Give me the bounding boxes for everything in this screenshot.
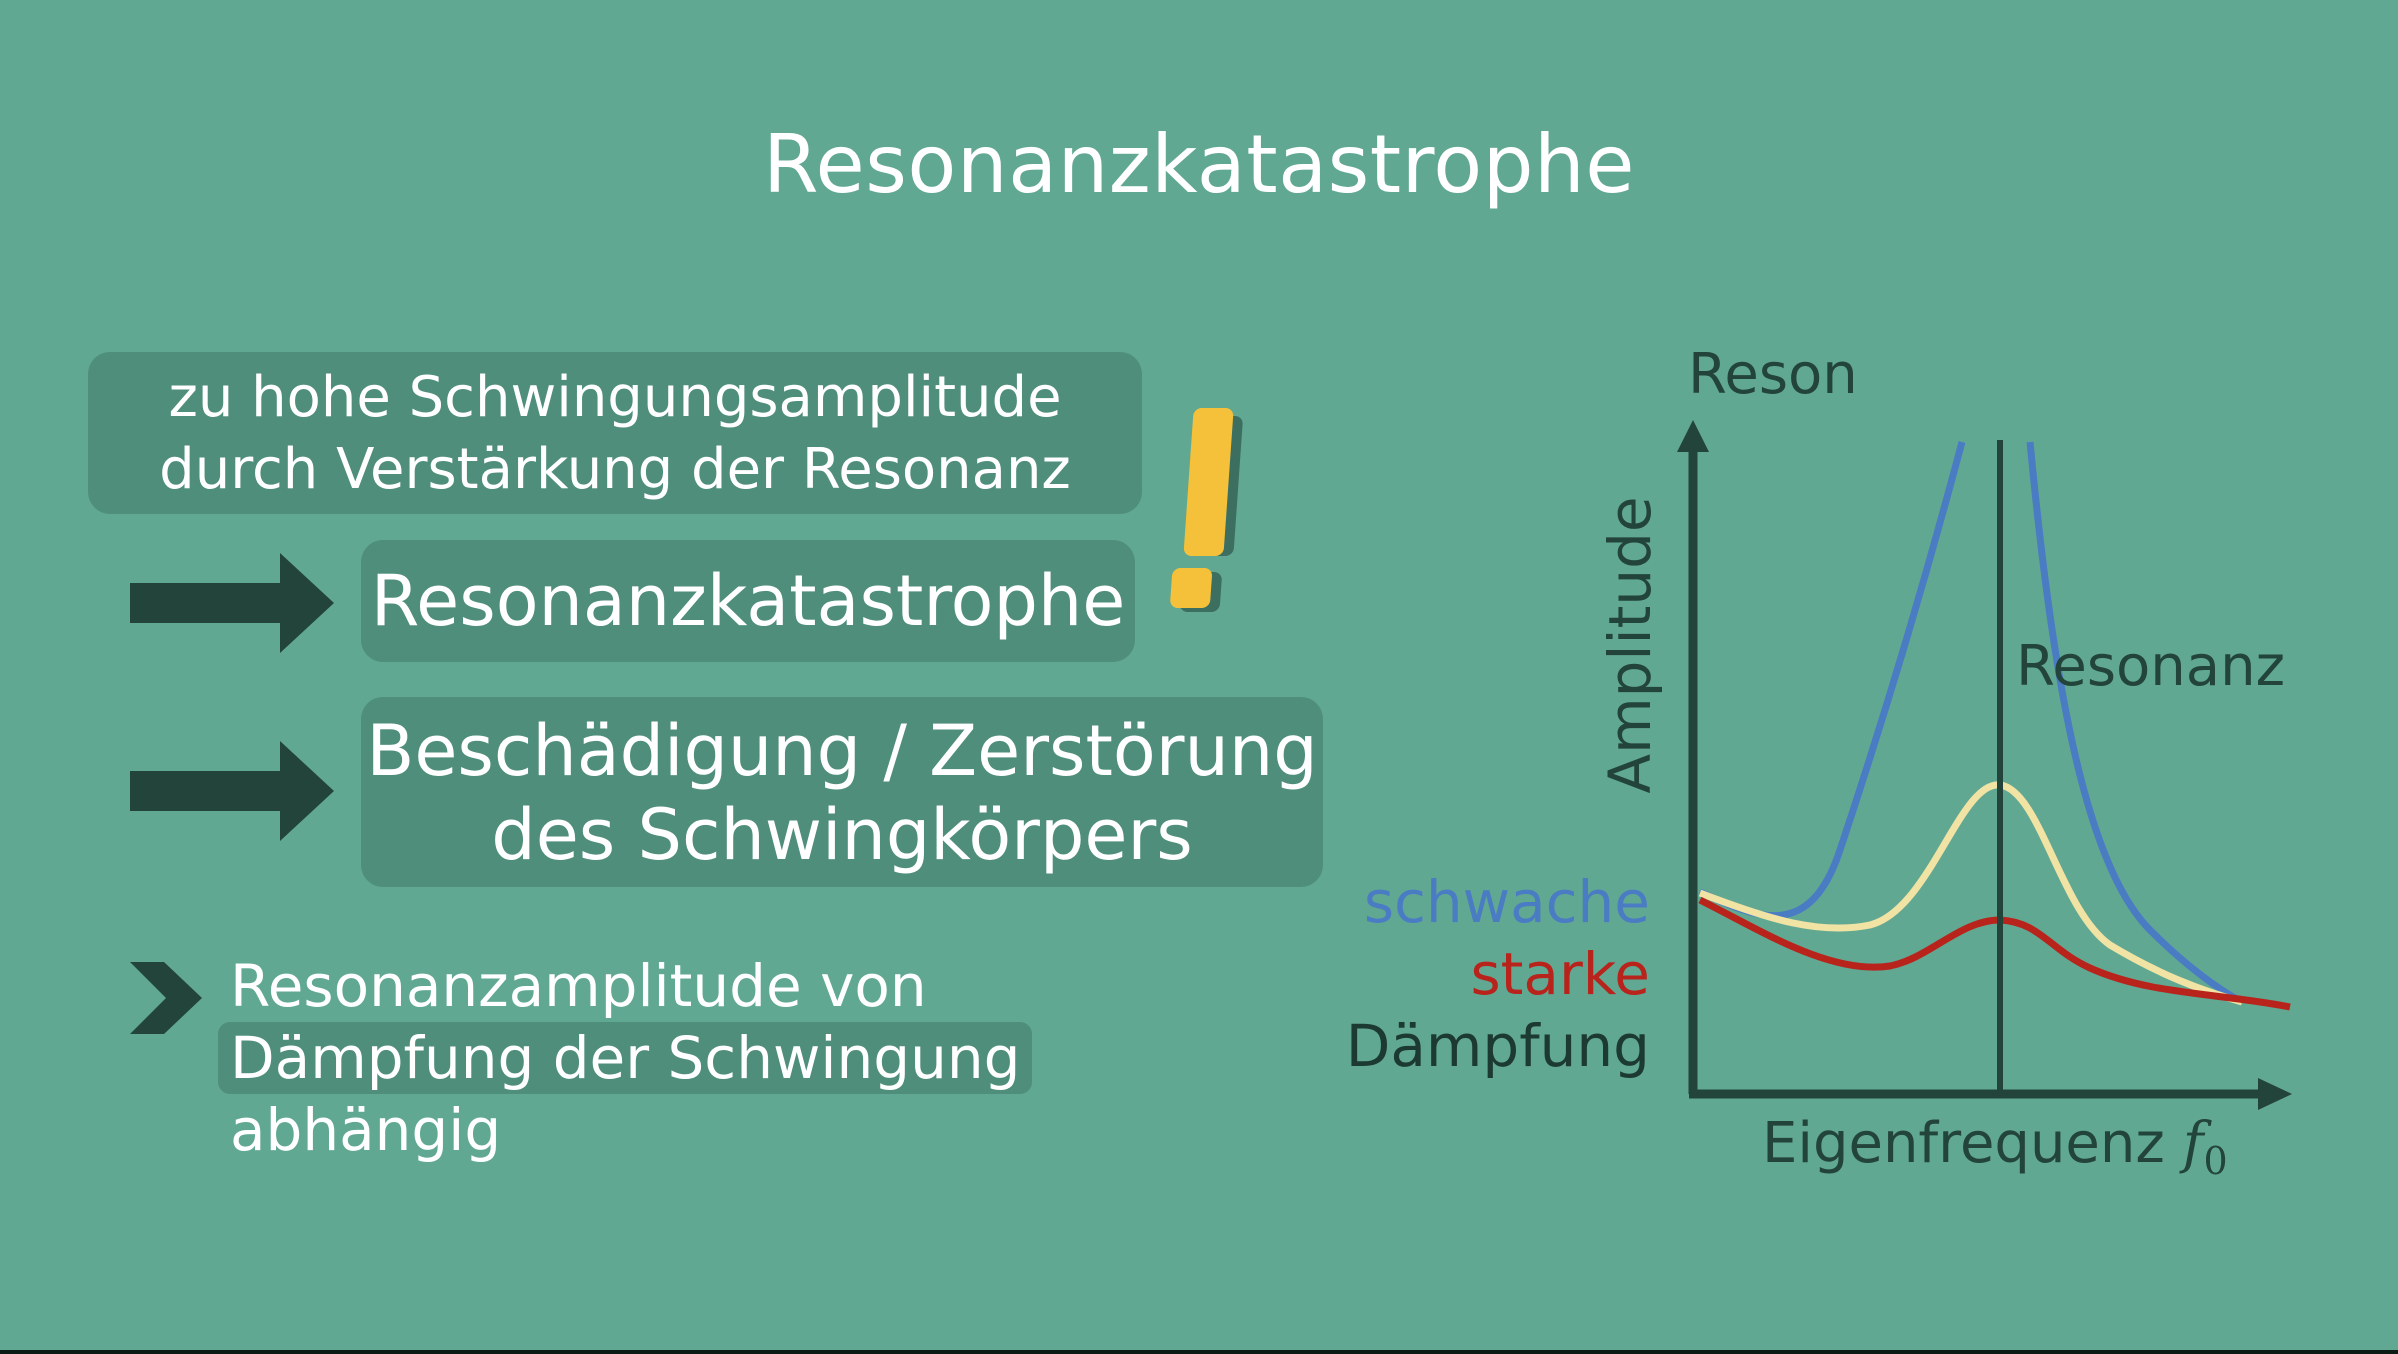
damping-note-highlight: Dämpfung der Schwingung xyxy=(218,1022,1033,1094)
exclamation-icon xyxy=(1170,408,1243,612)
right-arrow-icon xyxy=(130,553,334,653)
cause-line-1: zu hohe Schwingungsamplitude xyxy=(168,365,1062,430)
damping-note-line-1: Resonanzamplitude von xyxy=(230,952,927,1020)
medium-damping-curve xyxy=(1698,781,2243,1006)
damage-line-2: des Schwingkörpers xyxy=(491,794,1193,876)
damage-box: Beschädigung / Zerstörung des Schwingkör… xyxy=(361,697,1323,887)
x-axis-label: Eigenfrequenz f0 xyxy=(1762,1111,2228,1183)
weak-damping-curve xyxy=(1698,441,1966,920)
cause-box: zu hohe Schwingungsamplitude durch Verst… xyxy=(88,352,1142,514)
legend-weak: schwache xyxy=(1363,868,1650,936)
weak-damping-curve-right xyxy=(2026,441,2244,1006)
slide-title: Resonanzkatastrophe xyxy=(763,118,1635,211)
x-axis-label-text: Eigenfrequenz xyxy=(1762,1111,2165,1176)
catastrophe-text: Resonanzkatastrophe xyxy=(370,560,1126,642)
y-axis-label: Amplitude xyxy=(1596,496,1664,793)
y-axis-arrowhead xyxy=(1677,420,1709,452)
x-axis-arrowhead xyxy=(2258,1078,2292,1110)
chevron-right-icon xyxy=(130,962,202,1034)
right-arrow-icon xyxy=(130,741,334,841)
top-label: Reson xyxy=(1688,342,1858,407)
cause-line-2: durch Verstärkung der Resonanz xyxy=(159,437,1071,502)
damping-note-line-3: abhängig xyxy=(230,1096,502,1164)
legend-strong: starke xyxy=(1470,940,1650,1008)
resonance-label: Resonanz xyxy=(2016,634,2285,699)
catastrophe-box: Resonanzkatastrophe xyxy=(361,540,1135,662)
damage-line-1: Beschädigung / Zerstörung xyxy=(366,710,1318,792)
legend-damping: Dämpfung xyxy=(1345,1012,1650,1080)
damping-note: Resonanzamplitude von Dämpfung der Schwi… xyxy=(218,950,1130,1166)
